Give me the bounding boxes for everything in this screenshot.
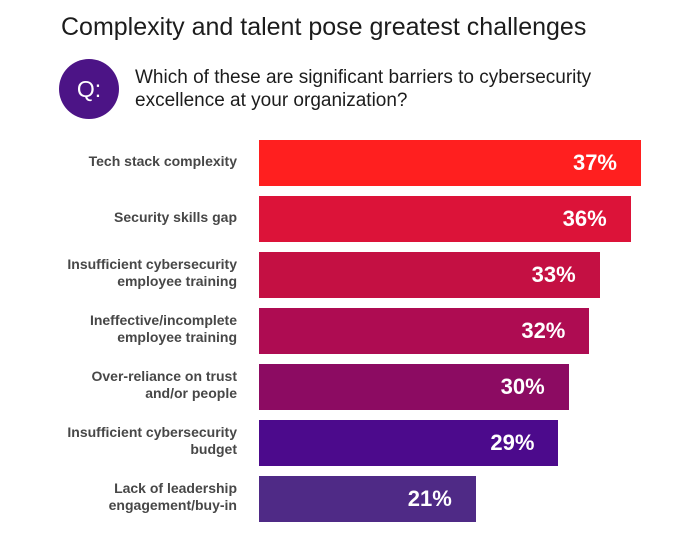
category-label-insufficient-cybersecurity-budget: Insufficient cybersecurity budget xyxy=(67,424,237,457)
bar-security-skills-gap: 36% xyxy=(259,196,631,242)
category-label-ineffective-incomplete-employee-training: Ineffective/incomplete employee training xyxy=(89,312,237,345)
category-label-over-reliance-on-trust-and-or-people: Over-reliance on trust and/or people xyxy=(91,368,238,401)
bar-row-tech-stack-complexity: Tech stack complexity 37% xyxy=(0,140,684,186)
value-label-security-skills-gap: 36% xyxy=(562,206,607,231)
bar-row-over-reliance-on-trust-and-or-people: Over-reliance on trust and/or people 30% xyxy=(0,364,684,410)
category-label-security-skills-gap: Security skills gap xyxy=(114,208,237,225)
q-badge: Q: xyxy=(59,59,119,119)
bar-row-lack-of-leadership-engagement-buy-in: Lack of leadership engagement/buy-in 21% xyxy=(0,476,684,522)
bar-tech-stack-complexity: 37% xyxy=(259,140,641,186)
bar-over-reliance-on-trust-and-or-people: 30% xyxy=(259,364,569,410)
bar-insufficient-cybersecurity-budget: 29% xyxy=(259,420,559,466)
survey-question: Which of these are significant barriers … xyxy=(135,67,592,111)
chart-title: Complexity and talent pose greatest chal… xyxy=(61,13,587,41)
value-label-insufficient-cybersecurity-budget: 29% xyxy=(490,430,535,455)
value-label-ineffective-incomplete-employee-training: 32% xyxy=(521,318,566,343)
bar-insufficient-cybersecurity-employee-training: 33% xyxy=(259,252,600,298)
value-label-lack-of-leadership-engagement-buy-in: 21% xyxy=(407,486,452,511)
bar-row-security-skills-gap: Security skills gap 36% xyxy=(0,196,684,242)
value-label-over-reliance-on-trust-and-or-people: 30% xyxy=(500,374,545,399)
category-label-lack-of-leadership-engagement-buy-in: Lack of leadership engagement/buy-in xyxy=(108,480,237,513)
bar-lack-of-leadership-engagement-buy-in: 21% xyxy=(259,476,476,522)
bar-row-ineffective-incomplete-employee-training: Ineffective/incomplete employee training… xyxy=(0,308,684,354)
value-label-tech-stack-complexity: 37% xyxy=(572,150,617,175)
bar-ineffective-incomplete-employee-training: 32% xyxy=(259,308,590,354)
category-label-tech-stack-complexity: Tech stack complexity xyxy=(88,152,237,169)
bar-row-insufficient-cybersecurity-employee-training: Insufficient cybersecurity employee trai… xyxy=(0,252,684,298)
bar-row-insufficient-cybersecurity-budget: Insufficient cybersecurity budget 29% xyxy=(0,420,684,466)
category-label-insufficient-cybersecurity-employee-training: Insufficient cybersecurity employee trai… xyxy=(67,256,237,289)
value-label-insufficient-cybersecurity-employee-training: 33% xyxy=(531,262,576,287)
